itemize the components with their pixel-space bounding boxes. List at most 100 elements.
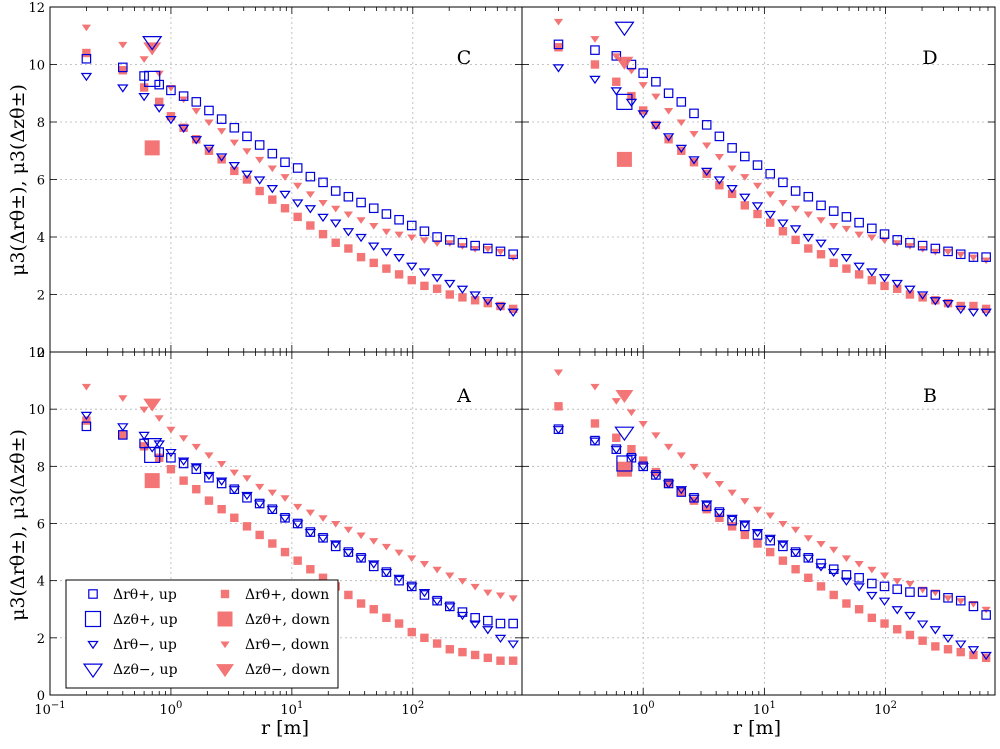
data-point-r-minus-down	[267, 165, 277, 173]
data-point-r-plus-up	[191, 464, 202, 474]
data-point-r-plus-down	[407, 275, 416, 285]
data-point-r-plus-up	[590, 45, 600, 55]
data-point-r-plus-down	[804, 573, 813, 583]
data-point-r-plus-up	[229, 122, 240, 133]
data-point-r-minus-down	[139, 56, 149, 63]
data-point-r-minus-up	[777, 219, 789, 228]
data-point-r-plus-down	[816, 582, 826, 591]
data-point-r-minus-up	[942, 300, 954, 309]
data-point-r-plus-down	[242, 175, 252, 184]
data-point-r-plus-up	[663, 88, 674, 99]
data-point-r-minus-up	[253, 176, 266, 185]
data-point-r-minus-down	[892, 578, 902, 585]
data-point-r-minus-down	[419, 561, 430, 568]
data-point-r-plus-up	[943, 246, 953, 257]
data-point-r-plus-up	[867, 578, 877, 589]
data-point-r-minus-down	[778, 521, 788, 528]
data-point-r-minus-up	[241, 170, 253, 179]
x-axis-label: r [m]	[733, 717, 781, 739]
data-point-r-minus-up	[610, 87, 623, 96]
data-point-r-minus-down	[255, 483, 265, 491]
data-point-r-minus-down	[343, 211, 353, 219]
data-point-r-plus-up	[483, 243, 493, 254]
data-point-r-minus-up	[190, 136, 203, 145]
data-point-r-plus-down	[280, 204, 290, 213]
data-point-r-plus-down	[382, 613, 391, 623]
data-point-r-minus-up	[317, 534, 329, 543]
legend-label-r-minus-down: Δrθ−, down	[245, 637, 329, 653]
data-point-z-minus-down	[143, 398, 162, 412]
data-point-r-plus-down	[715, 181, 724, 190]
data-point-r-minus-up	[507, 308, 519, 317]
y-tick-label: 12	[28, 1, 45, 16]
data-point-r-plus-down	[255, 186, 264, 196]
data-point-r-minus-down	[331, 521, 341, 528]
data-point-r-plus-down	[816, 250, 826, 259]
data-point-r-plus-up	[790, 186, 801, 196]
data-point-r-minus-up	[954, 640, 967, 649]
data-point-r-minus-up	[904, 285, 916, 294]
data-point-r-minus-up	[279, 514, 291, 523]
data-point-r-minus-down	[553, 369, 564, 377]
data-point-r-minus-down	[204, 452, 214, 460]
data-point-r-minus-up	[954, 305, 967, 315]
data-point-r-minus-up	[494, 634, 507, 644]
data-point-r-plus-up	[765, 535, 776, 546]
data-point-r-plus-down	[82, 48, 91, 58]
data-point-r-minus-down	[651, 93, 661, 101]
data-point-r-plus-up	[905, 587, 915, 597]
data-point-r-plus-up	[879, 581, 890, 592]
data-point-z-minus-down	[615, 390, 634, 403]
x-tick-label: 101	[753, 700, 776, 718]
data-point-r-minus-up	[367, 560, 380, 569]
data-point-r-plus-down	[445, 290, 454, 299]
data-point-r-minus-up	[431, 597, 443, 606]
data-point-r-minus-up	[802, 233, 815, 243]
data-point-r-plus-up	[166, 85, 176, 96]
data-point-r-minus-down	[166, 426, 176, 434]
panel-label: C	[457, 47, 472, 69]
x-axis-label: r [m]	[261, 717, 309, 739]
data-point-r-plus-down	[318, 573, 328, 583]
data-point-r-minus-up	[380, 569, 393, 578]
y-axis-label: μ3(Δrθ±), μ3(Δzθ±)	[7, 429, 29, 621]
data-point-r-minus-up	[444, 603, 456, 612]
data-point-r-plus-up	[841, 212, 852, 222]
data-point-r-minus-up	[675, 144, 688, 154]
data-point-r-plus-down	[394, 619, 404, 628]
data-point-r-plus-up	[330, 186, 341, 196]
legend-marker-r-plus-down	[220, 589, 230, 599]
data-point-r-minus-up	[138, 431, 150, 441]
data-point-r-plus-up	[905, 237, 915, 248]
data-point-r-minus-up	[494, 302, 507, 312]
data-point-r-plus-up	[394, 575, 404, 586]
data-point-r-minus-down	[356, 532, 366, 540]
data-point-r-minus-down	[305, 191, 315, 199]
data-point-r-minus-up	[304, 528, 317, 538]
data-point-r-minus-down	[791, 526, 801, 534]
data-point-r-plus-up	[740, 151, 750, 162]
y-tick-label: 10	[28, 403, 45, 418]
data-point-r-minus-down	[255, 156, 265, 164]
data-point-r-minus-up	[317, 213, 329, 223]
legend-label-r-plus-up: Δrθ+, up	[113, 587, 177, 603]
data-point-r-plus-down	[727, 522, 737, 531]
data-point-r-minus-up	[891, 279, 903, 289]
legend-label-z-plus-down: Δzθ+, down	[245, 612, 330, 628]
y-tick-label: 4	[37, 575, 45, 590]
data-point-r-plus-down	[118, 66, 128, 75]
data-point-r-minus-down	[179, 435, 189, 442]
data-point-r-minus-down	[727, 489, 737, 497]
data-point-r-plus-down	[612, 433, 621, 442]
x-tick-label: 102	[874, 700, 897, 718]
data-point-r-plus-down	[880, 619, 889, 628]
data-point-r-plus-up	[854, 217, 864, 228]
y-tick-label: 0	[37, 346, 45, 361]
data-point-r-plus-up	[343, 191, 354, 202]
data-point-r-minus-down	[419, 237, 430, 245]
data-point-r-plus-down	[82, 416, 91, 425]
data-point-r-minus-up	[304, 205, 317, 214]
data-point-r-minus-down	[714, 480, 724, 488]
data-point-r-minus-down	[81, 24, 92, 32]
